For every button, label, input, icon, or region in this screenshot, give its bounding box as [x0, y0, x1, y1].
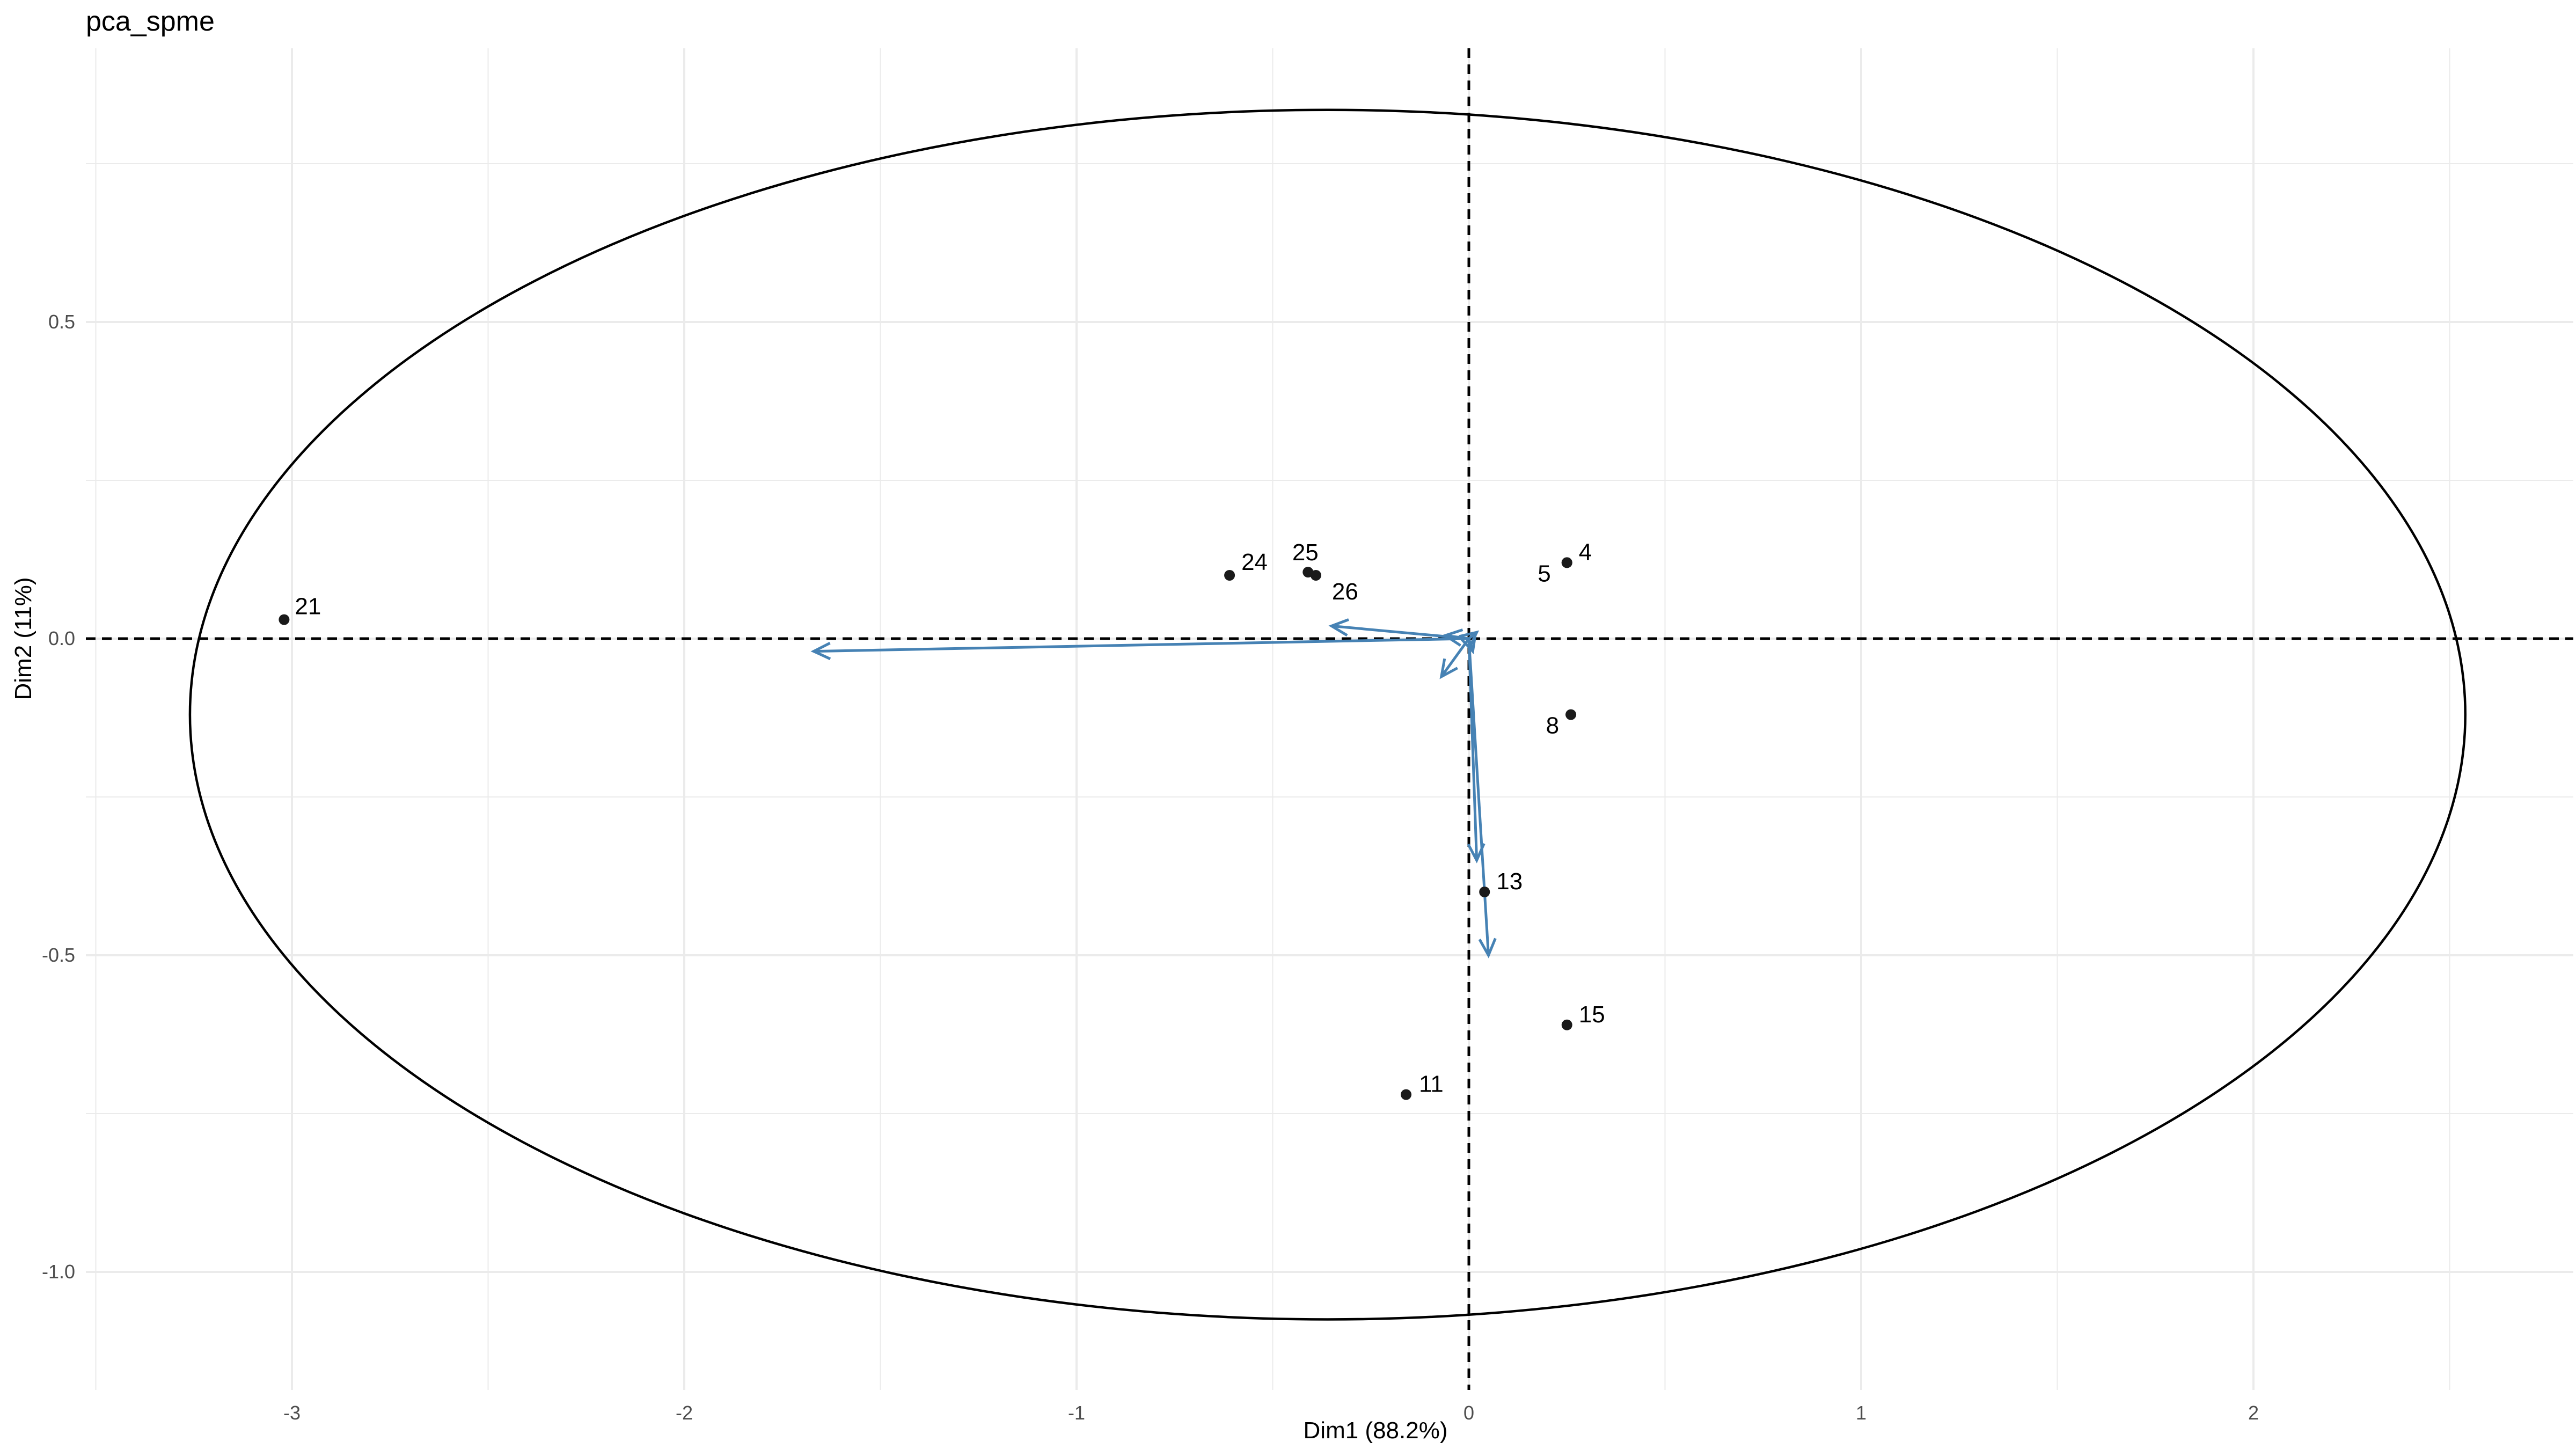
ellipse-layer: [188, 108, 2467, 1321]
observation-point: [1561, 1019, 1572, 1030]
loading-arrow-head: [1478, 938, 1497, 958]
x-tick-label: 0: [1463, 1402, 1474, 1424]
observation-point: [279, 614, 290, 625]
x-axis-title: Dim1 (88.2%): [1304, 1417, 1448, 1444]
y-tick-label: 0.0: [48, 627, 75, 649]
loading-arrow-head: [1459, 633, 1477, 655]
y-tick-label: 0.5: [48, 311, 75, 333]
y-tick-label: -1.0: [42, 1261, 75, 1283]
loading-arrow-head: [1442, 628, 1463, 647]
x-tick-label: -1: [1068, 1402, 1085, 1424]
confidence-ellipse: [188, 108, 2467, 1321]
y-axis-title: Dim2 (11%): [10, 577, 36, 700]
chart-title: pca_spme: [86, 6, 215, 37]
point-layer: 21 24 25 26 4 5 8 13 15 11: [279, 539, 1605, 1100]
y-tick-label: -0.5: [42, 944, 75, 966]
observation-point: [1565, 709, 1577, 720]
x-tick-label: 1: [1856, 1402, 1867, 1424]
observation-label: 15: [1579, 1001, 1605, 1028]
x-tick-label: -3: [283, 1402, 301, 1424]
observation-label: 4: [1579, 539, 1592, 565]
x-tick-label: -2: [676, 1402, 693, 1424]
observation-label: 13: [1496, 868, 1523, 895]
observation-label: 26: [1332, 579, 1358, 605]
observation-label: 25: [1292, 539, 1319, 566]
observation-label: 21: [295, 594, 321, 620]
loading-arrow: [814, 637, 1469, 653]
tick-layer: -3 -2 -1 0 1 2 0.5 0.0 -0.5 -1.0: [42, 311, 2259, 1424]
loading-arrow-head: [1439, 658, 1458, 679]
loading-arrow-head: [810, 641, 831, 661]
loading-arrow-head: [1328, 618, 1349, 637]
observation-label: 24: [1241, 549, 1268, 575]
observation-point: [1310, 570, 1321, 581]
observation-label: 5: [1538, 560, 1550, 587]
observation-point: [1561, 557, 1572, 568]
loading-arrow: [1467, 638, 1490, 956]
observation-point: [1401, 1089, 1412, 1100]
observation-label: 8: [1546, 713, 1559, 739]
grid-layer: [86, 48, 2573, 1390]
x-tick-label: 2: [2248, 1402, 2259, 1424]
arrow-layer: [810, 618, 1497, 958]
observation-label: 11: [1419, 1071, 1444, 1097]
loading-arrow: [1445, 634, 1469, 640]
observation-point: [1479, 887, 1490, 897]
loading-arrow: [1440, 638, 1470, 678]
reference-lines: [86, 48, 2573, 1390]
observation-point: [1224, 570, 1235, 581]
